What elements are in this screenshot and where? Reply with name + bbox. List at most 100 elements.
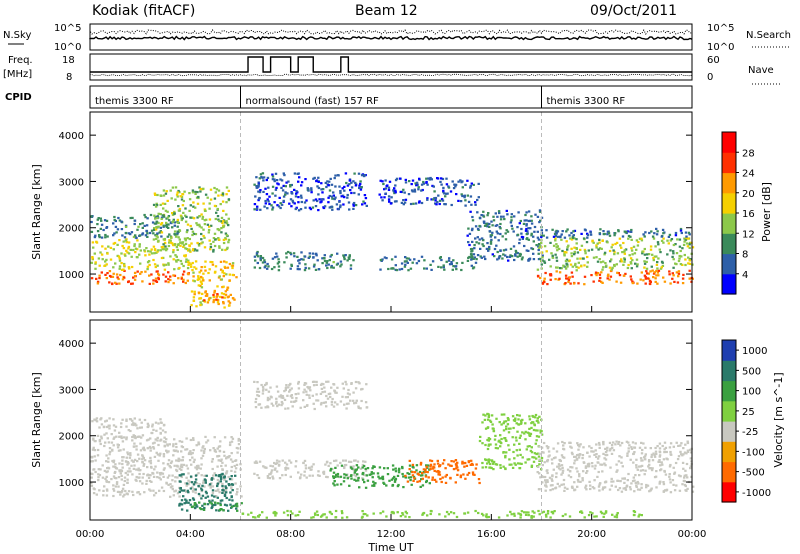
heatmap-cell [102,489,105,492]
heatmap-cell [656,230,659,233]
heatmap-cell [277,258,280,261]
heatmap-cell [262,388,265,391]
heatmap-cell [441,199,445,202]
heatmap-cell [639,469,643,472]
heatmap-cell [685,235,688,238]
heatmap-cell [608,266,612,269]
heatmap-cell [273,178,276,181]
heatmap-cell [471,219,475,222]
heatmap-cell [326,260,329,263]
heatmap-cell [438,202,441,206]
heatmap-cell [157,212,160,215]
heatmap-cell [152,279,155,282]
heatmap-cell [491,253,494,256]
heatmap-cell [216,496,219,499]
heatmap-cell [229,503,232,506]
heatmap-cell [208,297,211,300]
heatmap-cell [174,480,177,483]
heatmap-cell [529,432,533,435]
heatmap-cell [655,255,658,258]
heatmap-cell [156,436,159,439]
heatmap-cell [455,515,459,519]
heatmap-cell [656,261,659,264]
heatmap-cell [537,248,540,252]
heatmap-cell [451,268,454,271]
heatmap-cell [134,422,137,425]
heatmap-cell [382,182,385,186]
heatmap-cell [259,257,262,260]
heatmap-cell [203,236,206,239]
heatmap-cell [299,194,303,197]
heatmap-cell [658,454,662,457]
colorbar-swatch [722,273,736,295]
heatmap-cell [643,266,646,269]
heatmap-cell [558,485,561,488]
heatmap-cell [498,211,501,215]
heatmap-cell [483,255,486,258]
heatmap-cell [188,198,192,201]
heatmap-cell [149,459,152,462]
heatmap-cell [289,198,293,201]
heatmap-cell [162,455,166,458]
heatmap-cell [120,252,123,255]
heatmap-cell [288,384,291,387]
heatmap-cell [94,267,97,270]
heatmap-cell [513,512,516,515]
heatmap-cell [266,267,269,270]
heatmap-cell [192,505,195,508]
heatmap-cell [528,427,531,430]
heatmap-cell [481,243,484,246]
heatmap-cell [571,466,574,469]
heatmap-cell [383,482,386,485]
heatmap-cell [220,227,223,230]
heatmap-cell [198,501,201,504]
heatmap-cell [143,491,146,494]
heatmap-cell [180,445,183,448]
heatmap-cell [292,252,296,255]
heatmap-cell [436,462,440,465]
heatmap-cell [123,476,127,479]
heatmap-cell [93,449,97,452]
heatmap-cell [579,443,582,446]
heatmap-cell [626,452,629,455]
heatmap-cell [235,446,239,450]
heatmap-cell [260,406,263,409]
heatmap-cell [474,261,478,264]
heatmap-cell [208,483,212,486]
heatmap-cell [219,477,223,480]
heatmap-cell [207,299,211,302]
heatmap-cell [206,301,210,304]
heatmap-cell [141,454,144,457]
heatmap-cell [132,467,136,470]
heatmap-cell [353,191,356,195]
heatmap-cell [284,388,287,392]
heatmap-cell [182,473,185,476]
heatmap-cell [475,241,478,244]
heatmap-cell [683,483,687,487]
heatmap-cell [320,401,323,405]
heatmap-cell [339,204,342,207]
heatmap-cell [680,442,683,445]
heatmap-cell [173,233,177,236]
heatmap-cell [655,263,659,266]
heatmap-cell [620,246,623,249]
heatmap-cell [565,240,568,243]
heatmap-cell [546,471,549,475]
heatmap-cell [255,460,258,463]
heatmap-cell [172,274,175,277]
heatmap-cell [402,475,405,478]
heatmap-cell [265,381,268,385]
heatmap-cell [499,464,502,467]
heatmap-cell [542,234,545,237]
heatmap-cell [562,483,565,486]
heatmap-cell [549,278,552,281]
heatmap-cell [320,387,324,390]
heatmap-cell [271,175,275,178]
heatmap-cell [155,451,158,454]
heatmap-cell [673,472,676,475]
heatmap-cell [201,484,204,487]
heatmap-cell [90,220,93,224]
heatmap-cell [158,231,161,234]
heatmap-cell [133,278,137,281]
